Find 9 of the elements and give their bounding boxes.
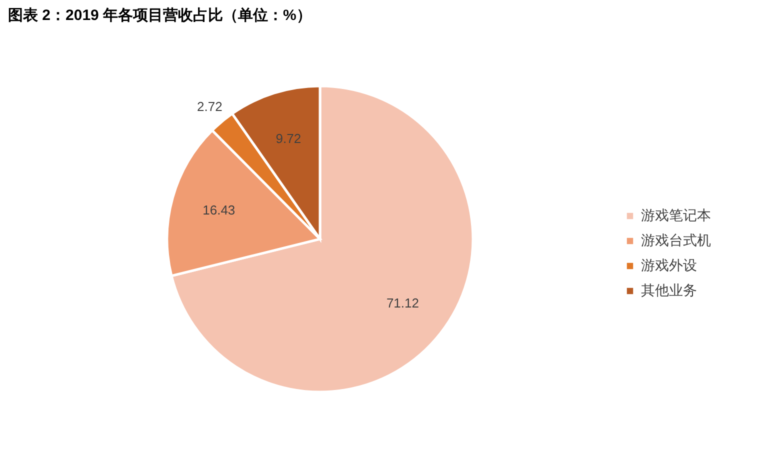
legend-label: 游戏外设 [641,257,697,273]
legend-label: 游戏台式机 [641,232,711,248]
data-label: 71.12 [386,296,419,311]
data-label: 9.72 [276,130,302,146]
legend-label: 游戏笔记本 [641,207,711,223]
legend-label: 其他业务 [641,282,697,298]
data-label: 2.72 [197,99,222,114]
chart-title: 图表 2：2019 年各项目营收占比（单位：%） [8,7,312,24]
data-label: 16.43 [202,202,236,218]
